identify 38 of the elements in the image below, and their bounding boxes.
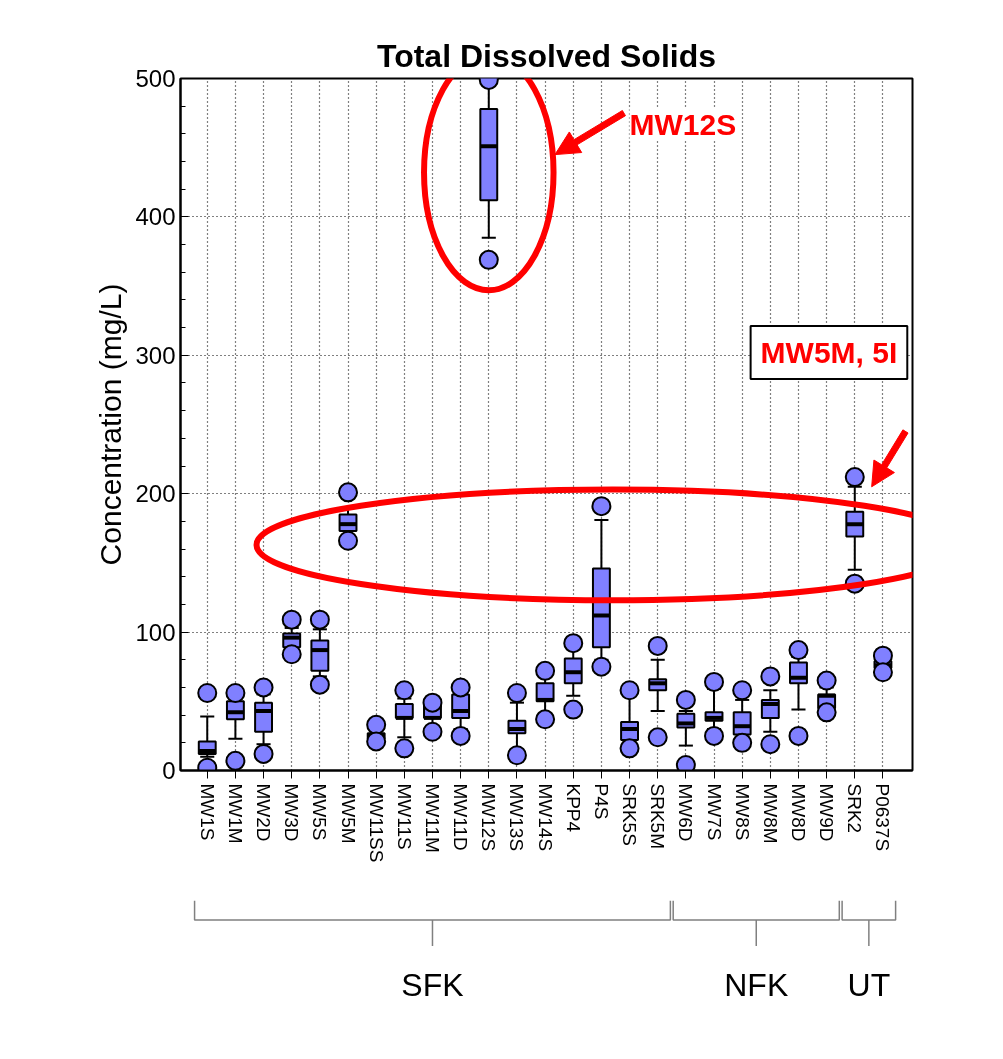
x-tick-label: MW9D	[816, 783, 838, 842]
x-tick-label: MW1M	[224, 783, 246, 844]
x-tick-label: P4S	[590, 783, 612, 820]
y-tick-label: 200	[135, 480, 176, 508]
chart-title: Total Dissolved Solids	[376, 37, 717, 74]
text: SFK	[401, 967, 464, 1003]
x-tick-label: MW1S	[196, 783, 218, 841]
x-tick-label: SRK5S	[619, 783, 641, 846]
x-tick-label: MW6D	[675, 783, 697, 842]
x-tick-label: P0637S	[872, 783, 894, 852]
x-tick-label: MW3D	[281, 783, 303, 842]
x-tick-label: MW14S	[534, 783, 556, 852]
y-tick-label: 300	[135, 341, 176, 369]
y-axis-title: Concentration (mg/L)	[94, 283, 128, 566]
y-tick-label: 100	[135, 618, 176, 646]
x-tick-label: MW5M	[337, 783, 359, 844]
x-tick-label: MW11S	[393, 783, 415, 850]
y-tick-label: 0	[162, 757, 176, 784]
text: UT	[847, 967, 891, 1003]
annotation: MW5M, 5I	[760, 336, 898, 370]
x-tick-label: MW12S	[478, 783, 500, 852]
x-tick-label: SRK2	[844, 783, 866, 834]
x-tick-label: MW8D	[787, 783, 809, 842]
x-tick-label: MW11SS	[365, 783, 387, 863]
x-tick-label: MW11M	[421, 783, 443, 853]
x-tick-label: MW7S	[703, 783, 725, 841]
x-tick-label: MW13S	[506, 783, 528, 852]
x-tick-label: MW5S	[309, 783, 331, 841]
annotation: MW12S	[629, 107, 737, 141]
y-tick-label: 400	[135, 203, 176, 231]
x-tick-label: KPP4	[562, 783, 584, 833]
x-tick-label: MW8M	[759, 783, 781, 844]
y-tick-label: 500	[135, 65, 176, 92]
x-tick-label: MW8S	[731, 783, 753, 841]
x-tick-label: MW2D	[253, 783, 275, 842]
text: NFK	[724, 967, 789, 1003]
x-tick-label: MW11D	[450, 783, 472, 851]
x-tick-label: SRK5M	[647, 783, 669, 849]
